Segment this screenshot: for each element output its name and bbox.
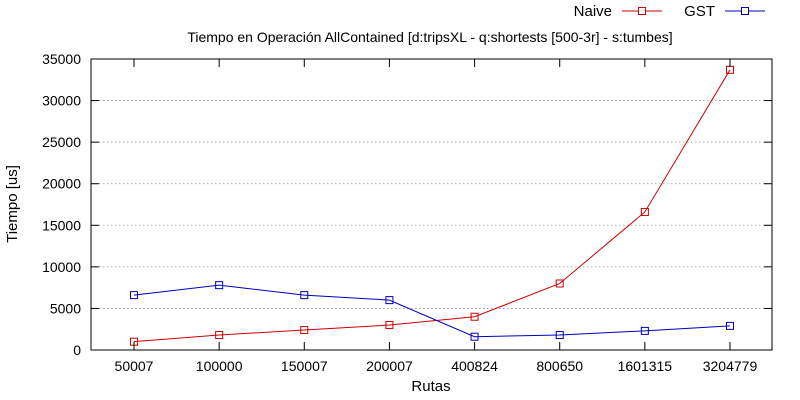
chart-title: Tiempo en Operación AllContained [d:trip… bbox=[187, 29, 672, 45]
data-point-gst bbox=[300, 291, 309, 300]
data-point-naive bbox=[300, 326, 309, 335]
x-tick-label: 150007 bbox=[281, 358, 328, 374]
y-tick-label: 30000 bbox=[42, 93, 81, 109]
legend-label-naive: Naive bbox=[574, 3, 612, 20]
data-point-naive bbox=[640, 207, 649, 216]
y-tick-label: 5000 bbox=[50, 300, 81, 316]
grid bbox=[91, 100, 772, 309]
data-point-gst bbox=[555, 331, 564, 340]
y-axis-label: Tiempo [us] bbox=[4, 165, 21, 243]
data-point-gst bbox=[385, 296, 394, 305]
y-tick-label: 10000 bbox=[42, 259, 81, 275]
legend-label-gst: GST bbox=[684, 3, 715, 20]
data-point-naive bbox=[385, 321, 394, 330]
data-point-gst bbox=[726, 321, 734, 330]
series-naive bbox=[130, 65, 734, 346]
series-line-naive bbox=[133, 69, 731, 343]
y-tick-label: 35000 bbox=[42, 51, 81, 67]
x-tick-label: 3204779 bbox=[703, 358, 758, 374]
legend-marker bbox=[638, 7, 646, 15]
y-axis: 0 5000 10000 15000 20000 25000 30000 35000 bbox=[42, 51, 772, 358]
y-tick-label: 0 bbox=[73, 342, 81, 358]
x-tick-label: 800650 bbox=[536, 358, 583, 374]
x-tick-label: 200007 bbox=[366, 358, 413, 374]
legend-marker bbox=[741, 7, 749, 15]
data-point-naive bbox=[555, 279, 564, 288]
legend: Naive GST bbox=[574, 3, 765, 20]
x-tick-label: 1601315 bbox=[618, 358, 673, 374]
legend-sample-gst bbox=[725, 7, 765, 15]
x-tick-label: 100000 bbox=[196, 358, 243, 374]
data-point-gst bbox=[640, 326, 649, 335]
data-point-gst bbox=[215, 281, 224, 290]
series bbox=[130, 65, 734, 346]
data-point-naive bbox=[470, 312, 479, 321]
data-point-gst bbox=[470, 332, 479, 341]
plot-frame bbox=[90, 58, 773, 351]
data-point-naive bbox=[215, 331, 224, 340]
x-axis-label: Rutas bbox=[411, 378, 450, 395]
y-tick-label: 20000 bbox=[42, 176, 81, 192]
data-point-gst bbox=[130, 291, 138, 300]
series-line-gst bbox=[133, 284, 731, 338]
x-axis: 50007 100000 150007 200007 400824 800650 16013… bbox=[115, 59, 758, 374]
y-tick-label: 15000 bbox=[42, 217, 81, 233]
legend-sample-naive bbox=[622, 7, 662, 15]
series-gst bbox=[130, 281, 734, 341]
x-tick-label: 400824 bbox=[451, 358, 498, 374]
y-tick-label: 25000 bbox=[42, 134, 81, 150]
x-tick-label: 50007 bbox=[115, 358, 154, 374]
